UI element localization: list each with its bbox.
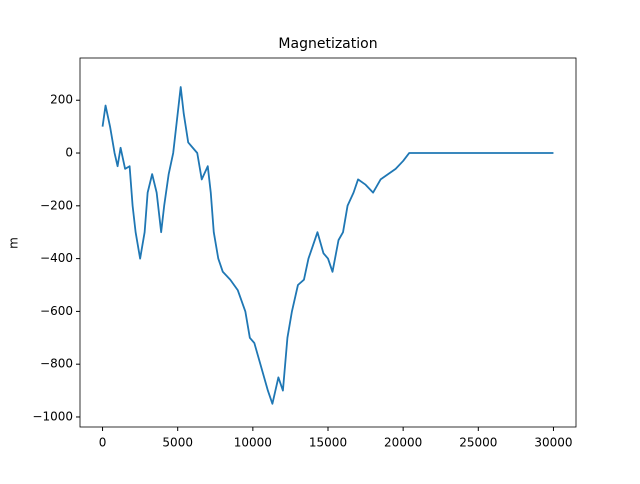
y-tick-label: 0 — [65, 146, 73, 160]
data-line — [101, 86, 554, 405]
y-axis-label: m — [7, 237, 21, 249]
x-tick-label: 25000 — [459, 436, 497, 450]
x-tick-label: 15000 — [309, 436, 347, 450]
x-tick-label: 0 — [99, 436, 107, 450]
x-tick-label: 5000 — [162, 436, 193, 450]
plot-frame — [79, 57, 577, 428]
y-tick-label: 200 — [50, 93, 73, 107]
y-tick-label: −600 — [40, 304, 73, 318]
x-tick-label: 20000 — [384, 436, 422, 450]
y-tick-label: −200 — [40, 198, 73, 212]
x-tick-label: 10000 — [234, 436, 272, 450]
y-tick-label: −400 — [40, 251, 73, 265]
x-tick-label: 30000 — [534, 436, 572, 450]
y-tick-label: −800 — [40, 357, 73, 371]
y-tick-label: −1000 — [32, 409, 73, 423]
chart-title: Magnetization — [278, 36, 377, 52]
